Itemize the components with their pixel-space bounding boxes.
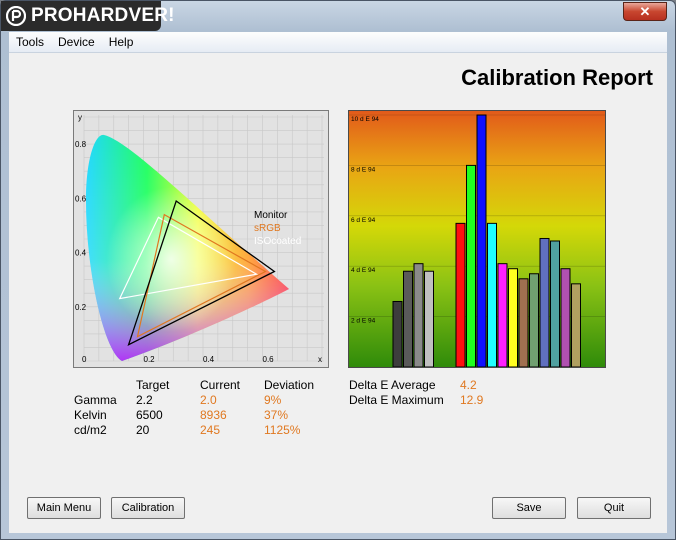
monitor-gamut [127, 199, 276, 346]
delta-e-bar [392, 300, 403, 367]
bar-y-tick-label: 10 d E 94 [351, 116, 379, 123]
delta-e-bar [455, 222, 466, 367]
y-tick-label: 0.6 [75, 194, 87, 203]
locus-whitepoint [86, 134, 289, 361]
bar-y-tick-label: 2 d E 94 [351, 318, 376, 325]
delta-e-bar [518, 278, 529, 367]
delta-e-bar [529, 273, 539, 367]
row-kelvin-current: 8936 [200, 408, 227, 422]
x-tick-label: 0.6 [263, 355, 275, 364]
brand-mark-icon [6, 6, 26, 26]
calibration-stats-table: Target Current Deviation Gamma 2.2 2.0 9… [66, 378, 326, 438]
delta-e-bar [403, 270, 413, 367]
row-kelvin-label: Kelvin [74, 408, 107, 422]
y-tick-label: 0.8 [75, 140, 87, 149]
delta-e-bar-chart: 2 d E 94 4 d E 94 6 d E 94 8 d E 94 10 d E 9… [348, 110, 606, 368]
axis-ticks: 0 0.2 0.4 0.6 0.2 0.4 0.6 0.8 [75, 140, 274, 364]
delta-e-summary: Delta E Average 4.2 Delta E Maximum 12.9 [349, 378, 549, 410]
page-title: Calibration Report [461, 65, 653, 90]
delta-e-bar [571, 283, 581, 367]
isocoated-gamut [118, 216, 259, 300]
menu-bar: Tools Device Help [9, 32, 667, 53]
bar-chart-ticks: 2 d E 94 4 d E 94 6 d E 94 8 d E 94 10 d E 9… [351, 116, 379, 325]
brand-logo: PROHARDVER! [1, 1, 174, 31]
row-gamma-target: 2.2 [136, 393, 153, 407]
window-close-button[interactable]: ✕ [623, 2, 667, 21]
delta-maximum-label: Delta E Maximum [349, 393, 444, 407]
header-current: Current [200, 378, 241, 392]
legend-monitor: Monitor [254, 210, 288, 221]
chromaticity-diagram: 0 0.2 0.4 0.60.20.40.60.8 y x Monitor sRGB … [73, 110, 329, 368]
row-kelvin-target: 6500 [136, 408, 163, 422]
axis-label-x: x [318, 355, 322, 364]
legend-isocoated: ISOcoated [254, 236, 301, 247]
delta-maximum-value: 12.9 [460, 393, 484, 407]
header-deviation: Deviation [264, 378, 315, 392]
legend-srgb: sRGB [254, 223, 281, 234]
x-tick-label: 0.4 [203, 355, 215, 364]
delta-average-label: Delta E Average [349, 378, 436, 392]
calibration-button[interactable]: Calibration [111, 497, 185, 519]
report-panel: Calibration Report [9, 53, 667, 533]
delta-e-bar [550, 240, 560, 367]
delta-e-bar [539, 237, 550, 367]
save-button[interactable]: Save [492, 497, 566, 519]
brand-name: PROHARDVER! [31, 5, 175, 26]
close-icon: ✕ [639, 4, 651, 19]
delta-e-bar [487, 222, 497, 367]
row-kelvin-deviation: 37% [264, 408, 289, 422]
delta-e-bar [424, 270, 434, 367]
row-luminance-label: cd/m2 [74, 423, 107, 437]
menu-tools[interactable]: Tools [16, 35, 45, 49]
delta-e-bar [413, 263, 424, 367]
menu-help[interactable]: Help [108, 35, 134, 49]
y-tick-label: 0.2 [75, 303, 87, 312]
row-gamma-deviation: 9% [264, 393, 282, 407]
x-tick-label: 0 [82, 355, 87, 364]
bar-chart-bars [392, 114, 581, 367]
delta-e-bar [560, 268, 571, 367]
menu-device[interactable]: Device [58, 35, 95, 49]
row-gamma-label: Gamma [74, 393, 117, 407]
row-luminance-target: 20 [136, 423, 150, 437]
y-tick-label: 0.4 [75, 249, 87, 258]
header-target: Target [136, 378, 170, 392]
bar-y-tick-label: 4 d E 94 [351, 267, 376, 274]
delta-average-value: 4.2 [460, 378, 477, 392]
delta-e-bar [497, 263, 508, 367]
bar-y-tick-label: 8 d E 94 [351, 166, 376, 173]
row-luminance-current: 245 [200, 423, 221, 437]
axis-label-y: y [78, 113, 82, 122]
delta-e-bar [508, 268, 518, 367]
delta-e-bar [476, 114, 487, 367]
row-gamma-current: 2.0 [200, 393, 217, 407]
quit-button[interactable]: Quit [577, 497, 651, 519]
bar-y-tick-label: 6 d E 94 [351, 217, 376, 224]
x-tick-label: 0.2 [144, 355, 156, 364]
row-luminance-deviation: 1125% [264, 423, 301, 437]
main-menu-button[interactable]: Main Menu [27, 497, 101, 519]
delta-e-bar [466, 164, 476, 367]
